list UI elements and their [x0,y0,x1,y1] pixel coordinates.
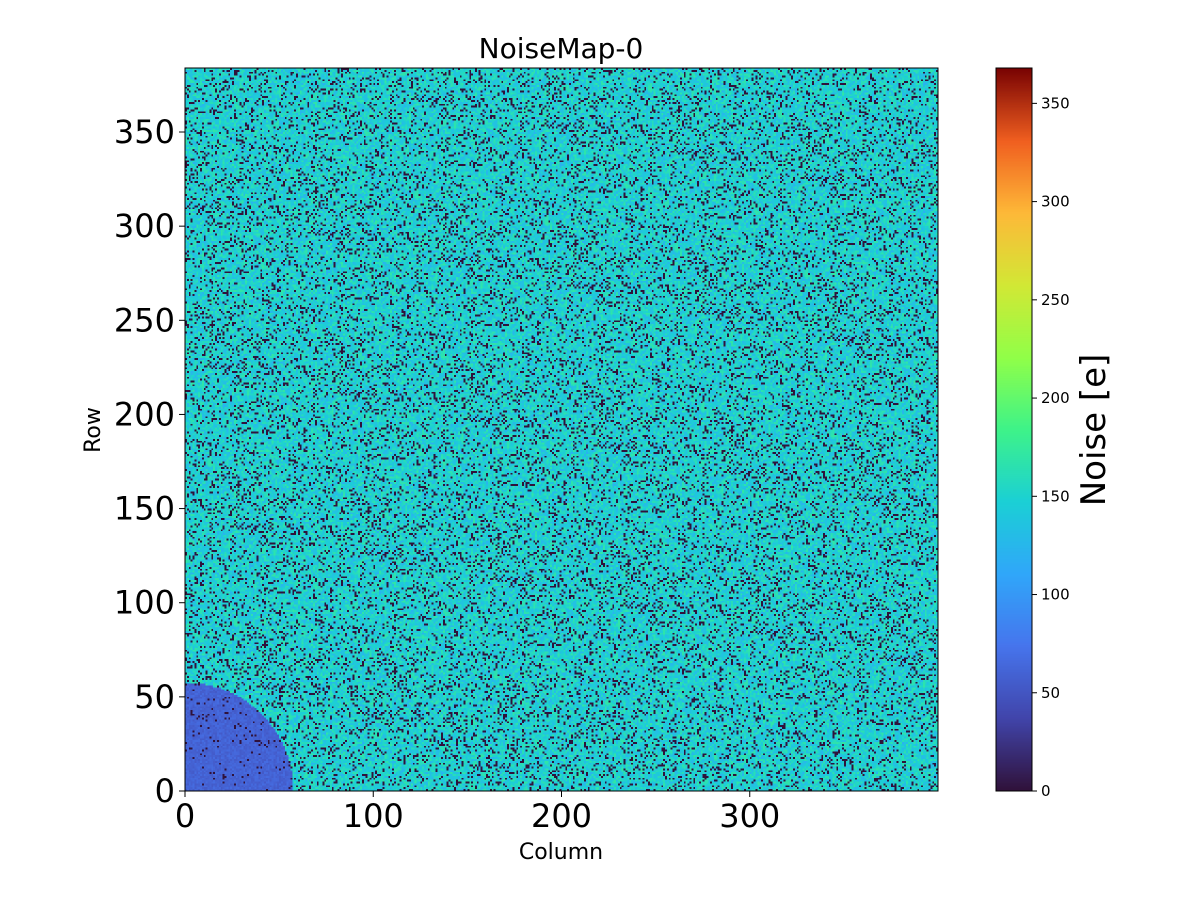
colorbar-axis: 0 50 100 150 200 250 300 350 [1032,94,1070,800]
x-axis: 0 100 200 300 [175,791,780,835]
colorbar-tick-label: 150 [1041,487,1070,505]
y-tick-label: 0 [155,772,175,810]
x-tick-label: 300 [719,797,780,835]
colorbar-tick-label: 300 [1041,193,1070,211]
y-tick-label: 150 [114,490,175,528]
chart-title: NoiseMap-0 [479,32,644,65]
x-tick-label: 100 [343,797,404,835]
y-tick-label: 250 [114,301,175,339]
y-tick-label: 200 [114,395,175,433]
colorbar-gradient [996,68,1032,791]
colorbar-frame [995,67,1033,792]
colorbar-tick-label: 350 [1041,94,1070,112]
heatmap-image [185,68,938,791]
plot-frame [184,67,939,792]
y-tick-label: 100 [114,584,175,622]
colorbar-label: Noise [e] [1074,354,1114,507]
colorbar-tick-label: 250 [1041,291,1070,309]
x-axis-label: Column [519,840,603,865]
y-tick-label: 50 [134,678,175,716]
colorbar-tick-label: 0 [1041,782,1051,800]
y-axis: 0 50 100 150 200 250 300 350 [114,113,185,810]
colorbar-tick-label: 50 [1041,684,1060,702]
y-tick-label: 350 [114,113,175,151]
colorbar-tick-label: 200 [1041,389,1070,407]
y-axis-label: Row [81,407,106,453]
y-tick-label: 300 [114,207,175,245]
x-tick-label: 0 [175,797,195,835]
colorbar-tick-label: 100 [1041,586,1070,604]
x-tick-label: 200 [531,797,592,835]
